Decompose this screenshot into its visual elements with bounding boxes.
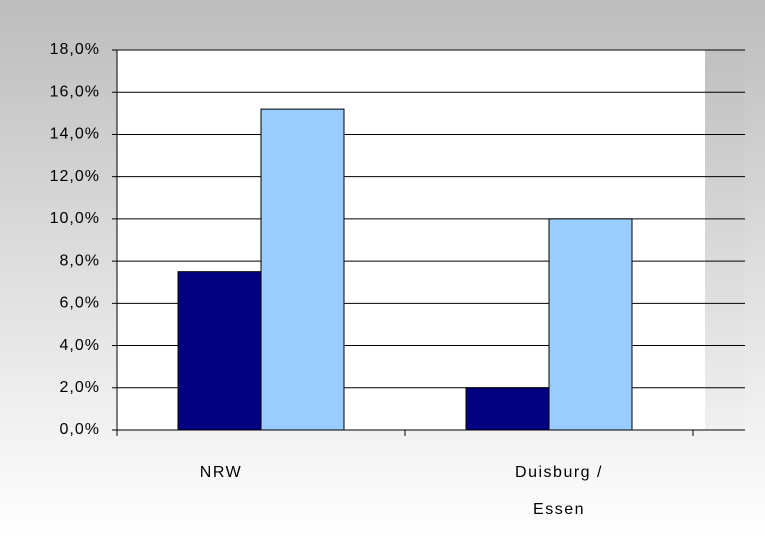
y-tick-label: 0,0%	[60, 421, 100, 438]
y-tick-label: 10,0%	[50, 210, 100, 227]
x-tick-label: NRW	[199, 464, 243, 481]
y-tick-label: 4,0%	[60, 337, 100, 354]
x-tick-label: Duisburg / Essen	[515, 464, 603, 518]
bar	[548, 218, 633, 431]
bar	[465, 387, 550, 431]
bar	[177, 271, 262, 431]
y-tick-label: 6,0%	[60, 295, 100, 312]
y-tick-label: 2,0%	[60, 379, 100, 396]
y-tick-label: 14,0%	[50, 126, 100, 143]
y-tick-label: 8,0%	[60, 252, 100, 269]
y-tick-label: 12,0%	[50, 168, 100, 185]
y-tick-label: 16,0%	[50, 83, 100, 100]
y-tick-label: 18,0%	[50, 41, 100, 58]
plot-side	[705, 50, 745, 430]
bar	[260, 108, 345, 431]
